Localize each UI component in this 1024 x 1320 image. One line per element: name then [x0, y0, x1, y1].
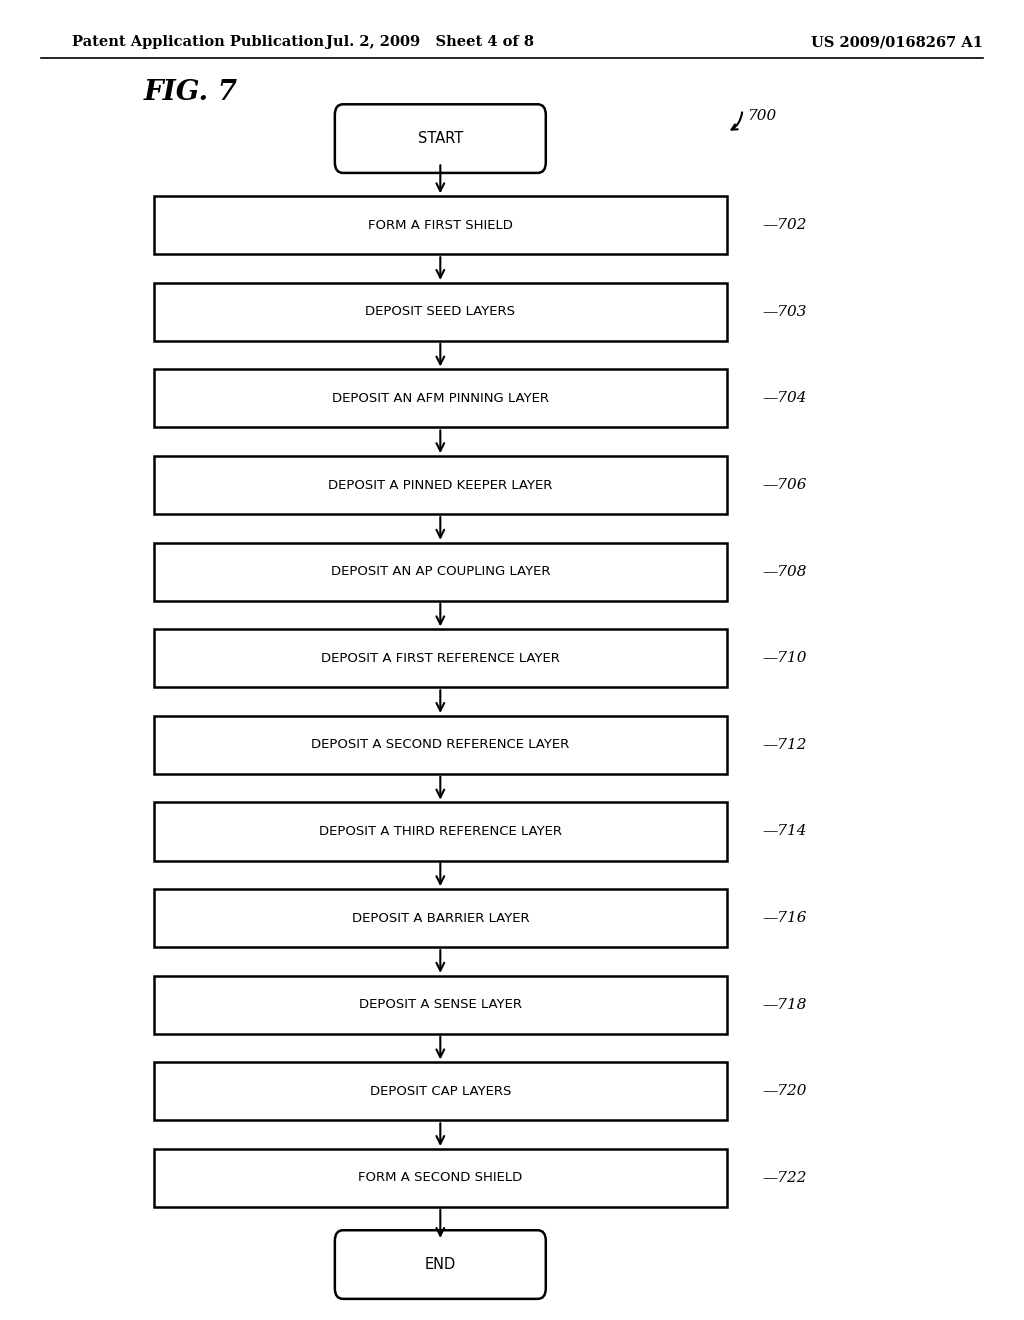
- Text: DEPOSIT A FIRST REFERENCE LAYER: DEPOSIT A FIRST REFERENCE LAYER: [321, 652, 560, 665]
- Text: DEPOSIT SEED LAYERS: DEPOSIT SEED LAYERS: [366, 305, 515, 318]
- Text: —718: —718: [763, 998, 807, 1011]
- Text: 700: 700: [748, 110, 777, 123]
- Text: DEPOSIT A SENSE LAYER: DEPOSIT A SENSE LAYER: [358, 998, 522, 1011]
- Text: DEPOSIT AN AP COUPLING LAYER: DEPOSIT AN AP COUPLING LAYER: [331, 565, 550, 578]
- FancyBboxPatch shape: [335, 1230, 546, 1299]
- Text: START: START: [418, 131, 463, 147]
- Text: FORM A SECOND SHIELD: FORM A SECOND SHIELD: [358, 1171, 522, 1184]
- Text: —702: —702: [763, 218, 807, 232]
- Text: DEPOSIT AN AFM PINNING LAYER: DEPOSIT AN AFM PINNING LAYER: [332, 392, 549, 405]
- Text: —722: —722: [763, 1171, 807, 1185]
- Text: —720: —720: [763, 1084, 807, 1098]
- Text: DEPOSIT A THIRD REFERENCE LAYER: DEPOSIT A THIRD REFERENCE LAYER: [318, 825, 562, 838]
- Bar: [154, 803, 727, 861]
- Bar: [154, 890, 727, 948]
- Text: —708: —708: [763, 565, 807, 578]
- Text: —706: —706: [763, 478, 807, 492]
- Text: US 2009/0168267 A1: US 2009/0168267 A1: [811, 36, 983, 49]
- Bar: [154, 630, 727, 688]
- Text: DEPOSIT A BARRIER LAYER: DEPOSIT A BARRIER LAYER: [351, 912, 529, 924]
- Bar: [154, 1148, 727, 1206]
- Bar: [154, 1063, 727, 1121]
- Text: —710: —710: [763, 651, 807, 665]
- Bar: [154, 975, 727, 1034]
- Bar: [154, 282, 727, 341]
- Bar: [154, 715, 727, 774]
- Text: FIG. 7: FIG. 7: [143, 79, 238, 106]
- FancyBboxPatch shape: [335, 104, 546, 173]
- Text: Jul. 2, 2009   Sheet 4 of 8: Jul. 2, 2009 Sheet 4 of 8: [326, 36, 535, 49]
- Text: DEPOSIT CAP LAYERS: DEPOSIT CAP LAYERS: [370, 1085, 511, 1098]
- Text: FORM A FIRST SHIELD: FORM A FIRST SHIELD: [368, 219, 513, 232]
- Text: —704: —704: [763, 392, 807, 405]
- Text: DEPOSIT A SECOND REFERENCE LAYER: DEPOSIT A SECOND REFERENCE LAYER: [311, 738, 569, 751]
- Text: —714: —714: [763, 825, 807, 838]
- Bar: [154, 197, 727, 255]
- Text: Patent Application Publication: Patent Application Publication: [72, 36, 324, 49]
- Text: —716: —716: [763, 911, 807, 925]
- Bar: [154, 455, 727, 513]
- Text: DEPOSIT A PINNED KEEPER LAYER: DEPOSIT A PINNED KEEPER LAYER: [328, 479, 553, 491]
- Bar: [154, 543, 727, 601]
- Bar: [154, 370, 727, 428]
- Text: END: END: [425, 1257, 456, 1272]
- Text: —703: —703: [763, 305, 807, 319]
- Text: —712: —712: [763, 738, 807, 752]
